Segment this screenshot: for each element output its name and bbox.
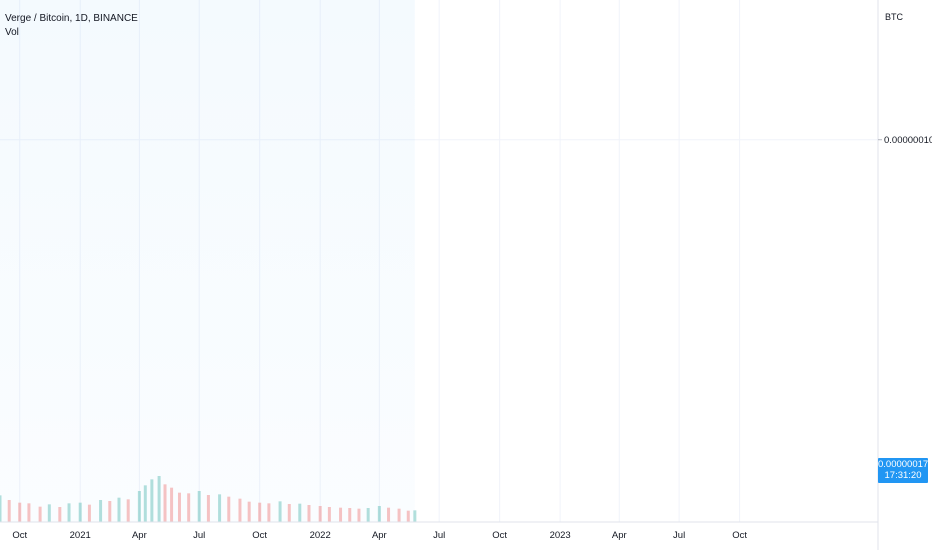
price-tick-label: 0.00000010 (884, 135, 932, 146)
time-tick-label: Apr (612, 530, 627, 541)
time-tick-label: Apr (132, 530, 147, 541)
currency-label: BTC (885, 12, 903, 22)
time-tick-label: Jul (673, 530, 685, 541)
price-area-fill (0, 0, 415, 522)
time-axis[interactable]: Oct 2021 Apr Jul Oct 2022 Apr Jul Oct 2023 Apr Jul O… (12, 530, 747, 541)
current-price-tag: 0.00000017 17:31:20 (878, 458, 928, 483)
price-series (0, 0, 415, 522)
time-tick-label: Jul (433, 530, 445, 541)
time-tick-label: Jul (193, 530, 205, 541)
time-tick-label: Apr (372, 530, 387, 541)
volume-label[interactable]: Vol (5, 27, 19, 38)
volume-bar (413, 510, 417, 522)
current-price-value: 0.00000017 (878, 459, 929, 470)
time-tick-label: 2021 (70, 530, 91, 541)
time-tick-label: Oct (732, 530, 747, 541)
time-tick-label: Oct (492, 530, 507, 541)
time-tick-label: 2023 (550, 530, 571, 541)
symbol-title[interactable]: Verge / Bitcoin, 1D, BINANCE (5, 13, 138, 24)
chart-legend: Verge / Bitcoin, 1D, BINANCE Vol (5, 12, 138, 40)
time-tick-label: 2022 (310, 530, 331, 541)
time-tick-label: Oct (12, 530, 27, 541)
price-axis[interactable]: 0.000001200.000001100.000001000.00000090… (878, 0, 932, 146)
countdown-timer: 17:31:20 (884, 470, 922, 481)
time-tick-label: Oct (252, 530, 267, 541)
